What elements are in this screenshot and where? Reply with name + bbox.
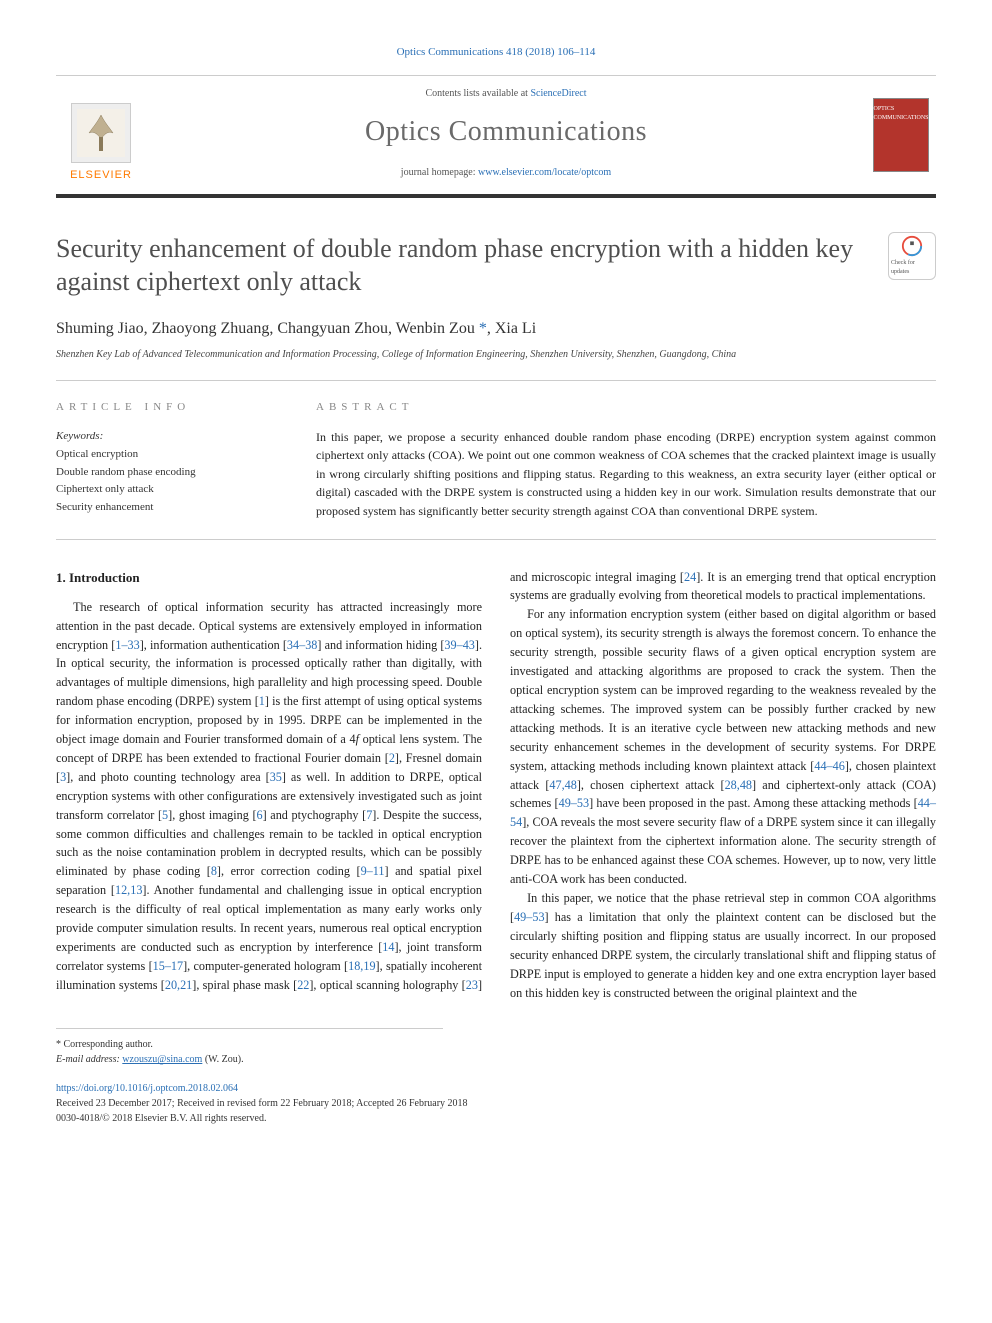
citation[interactable]: 7: [366, 808, 372, 822]
journal-name: Optics Communications: [154, 111, 858, 153]
received-line: Received 23 December 2017; Received in r…: [56, 1098, 468, 1109]
body-columns: 1. Introduction The research of optical …: [56, 568, 936, 1003]
journal-cover-thumb: OPTICS COMMUNICATIONS: [866, 76, 936, 194]
citation[interactable]: 35: [270, 770, 282, 784]
check-updates-icon: [901, 235, 923, 257]
keywords-list: Optical encryption Double random phase e…: [56, 446, 276, 516]
abstract-heading: abstract: [316, 399, 936, 416]
article-title: Security enhancement of double random ph…: [56, 232, 876, 300]
keyword-item: Ciphertext only attack: [56, 481, 276, 499]
section-heading: 1. Introduction: [56, 568, 482, 588]
email-line: E-mail address: wzouszu@sina.com (W. Zou…: [56, 1052, 443, 1067]
running-head: Optics Communications 418 (2018) 106–114: [56, 44, 936, 61]
email-link[interactable]: wzouszu@sina.com: [122, 1054, 202, 1065]
citation[interactable]: 20,21: [165, 978, 192, 992]
corresponding-note: * Corresponding author.: [56, 1037, 443, 1052]
contents-available-line: Contents lists available at ScienceDirec…: [154, 86, 858, 101]
sciencedirect-link[interactable]: ScienceDirect: [530, 88, 586, 99]
citation[interactable]: 1: [259, 694, 265, 708]
citation[interactable]: 47,48: [549, 778, 576, 792]
citation[interactable]: 12,13: [115, 883, 142, 897]
body-paragraph: For any information encryption system (e…: [510, 605, 936, 889]
citation[interactable]: 14: [382, 940, 394, 954]
citation[interactable]: 23: [466, 978, 478, 992]
citation[interactable]: 28,48: [725, 778, 752, 792]
homepage-line: journal homepage: www.elsevier.com/locat…: [154, 165, 858, 180]
divider: [56, 539, 936, 540]
citation[interactable]: 3: [60, 770, 66, 784]
cover-image: OPTICS COMMUNICATIONS: [873, 98, 929, 172]
citation[interactable]: 44–46: [814, 759, 844, 773]
citation[interactable]: 24: [684, 570, 696, 584]
citation[interactable]: 15–17: [153, 959, 183, 973]
contents-prefix: Contents lists available at: [425, 88, 530, 99]
citation[interactable]: 5: [162, 808, 168, 822]
divider: [56, 380, 936, 381]
citation[interactable]: 49–53: [514, 910, 544, 924]
homepage-prefix: journal homepage:: [401, 167, 478, 178]
citation[interactable]: 6: [257, 808, 263, 822]
citation[interactable]: 34–38: [287, 638, 317, 652]
corresponding-marker: *: [479, 320, 487, 337]
publisher-name: ELSEVIER: [70, 167, 132, 184]
keywords-label: Keywords:: [56, 428, 276, 445]
keyword-item: Optical encryption: [56, 446, 276, 464]
check-for-updates-badge[interactable]: Check for updates: [888, 232, 936, 280]
citation[interactable]: 2: [389, 751, 395, 765]
keyword-item: Security enhancement: [56, 499, 276, 517]
footnotes: * Corresponding author. E-mail address: …: [56, 1028, 443, 1067]
doi-block: https://doi.org/10.1016/j.optcom.2018.02…: [56, 1081, 936, 1126]
authors-text: Shuming Jiao, Zhaoyong Zhuang, Changyuan…: [56, 320, 536, 337]
email-attribution: (W. Zou).: [205, 1054, 244, 1065]
publisher-logo: ELSEVIER: [56, 76, 146, 194]
elsevier-tree-icon: [71, 103, 131, 163]
homepage-link[interactable]: www.elsevier.com/locate/optcom: [478, 167, 611, 178]
journal-header: ELSEVIER Contents lists available at Sci…: [56, 75, 936, 198]
citation[interactable]: 18,19: [348, 959, 375, 973]
check-updates-label: Check for updates: [891, 259, 933, 277]
citation[interactable]: 22: [297, 978, 309, 992]
citation[interactable]: 1–33: [115, 638, 139, 652]
email-label: E-mail address:: [56, 1054, 120, 1065]
doi-link[interactable]: https://doi.org/10.1016/j.optcom.2018.02…: [56, 1083, 238, 1094]
article-info-heading: article info: [56, 399, 276, 416]
affiliation: Shenzhen Key Lab of Advanced Telecommuni…: [56, 347, 936, 362]
citation[interactable]: 39–43: [444, 638, 474, 652]
keyword-item: Double random phase encoding: [56, 464, 276, 482]
authors-line: Shuming Jiao, Zhaoyong Zhuang, Changyuan…: [56, 317, 936, 341]
citation[interactable]: 9–11: [361, 864, 385, 878]
citation[interactable]: 49–53: [559, 796, 589, 810]
abstract-text: In this paper, we propose a security enh…: [316, 428, 936, 521]
body-paragraph: In this paper, we notice that the phase …: [510, 889, 936, 1002]
copyright-line: 0030-4018/© 2018 Elsevier B.V. All right…: [56, 1113, 266, 1124]
citation[interactable]: 8: [211, 864, 217, 878]
